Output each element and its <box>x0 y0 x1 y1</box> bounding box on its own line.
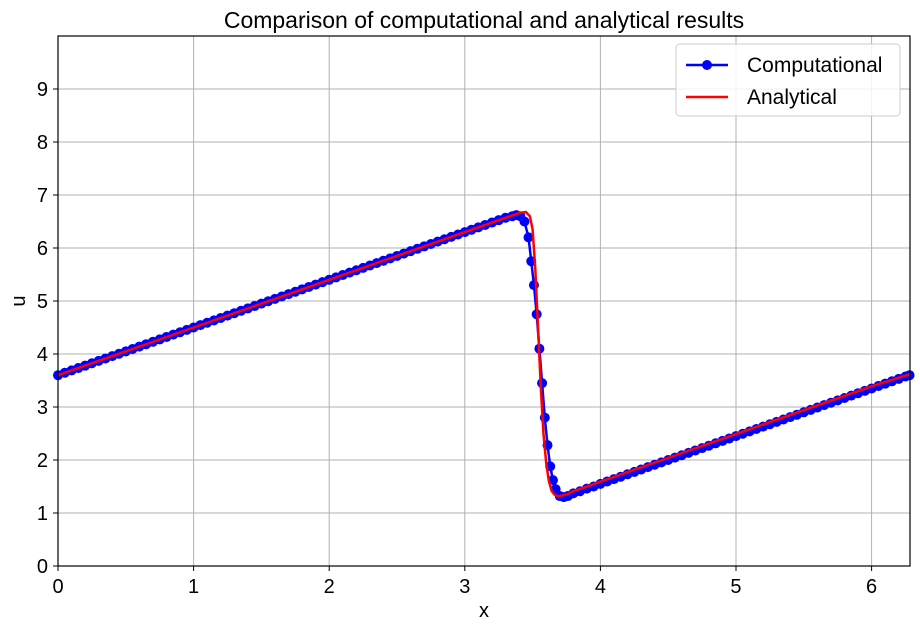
x-axis-label: x <box>479 600 489 622</box>
series-analytical <box>57 210 911 498</box>
y-tick-label: 8 <box>37 132 48 154</box>
y-tick-label: 3 <box>37 397 48 419</box>
x-tick-label: 1 <box>188 576 199 598</box>
y-tick-label: 7 <box>37 185 48 207</box>
y-tick-label: 6 <box>37 238 48 260</box>
x-tick-label: 5 <box>730 576 741 598</box>
y-axis-label: u <box>8 295 30 306</box>
y-axis: 0 1 2 3 4 5 6 7 8 9 <box>37 79 58 578</box>
data-point <box>519 216 530 227</box>
chart-title: Comparison of computational and analytic… <box>224 7 744 33</box>
y-tick-label: 1 <box>37 503 48 525</box>
legend-marker-computational <box>702 60 712 70</box>
x-tick-label: 4 <box>595 576 606 598</box>
y-tick-label: 5 <box>37 291 48 313</box>
series-computational <box>53 210 915 503</box>
x-tick-label: 6 <box>866 576 877 598</box>
y-tick-label: 9 <box>37 79 48 101</box>
y-tick-label: 2 <box>37 450 48 472</box>
x-tick-label: 3 <box>459 576 470 598</box>
legend: Computational Analytical <box>675 43 901 117</box>
data-point <box>537 378 548 389</box>
series-line-computational <box>57 213 910 499</box>
legend-label-analytical: Analytical <box>747 86 837 109</box>
x-tick-label: 0 <box>52 576 63 598</box>
series-line-analytical <box>57 210 911 498</box>
plot-area <box>53 210 915 503</box>
y-tick-label: 4 <box>37 344 48 366</box>
grid <box>57 36 910 567</box>
data-point <box>523 232 534 243</box>
y-tick-label: 0 <box>37 556 48 578</box>
x-tick-label: 2 <box>324 576 335 598</box>
legend-box <box>675 43 901 117</box>
x-axis: 0 1 2 3 4 5 6 <box>52 566 877 598</box>
legend-label-computational: Computational <box>747 54 882 77</box>
